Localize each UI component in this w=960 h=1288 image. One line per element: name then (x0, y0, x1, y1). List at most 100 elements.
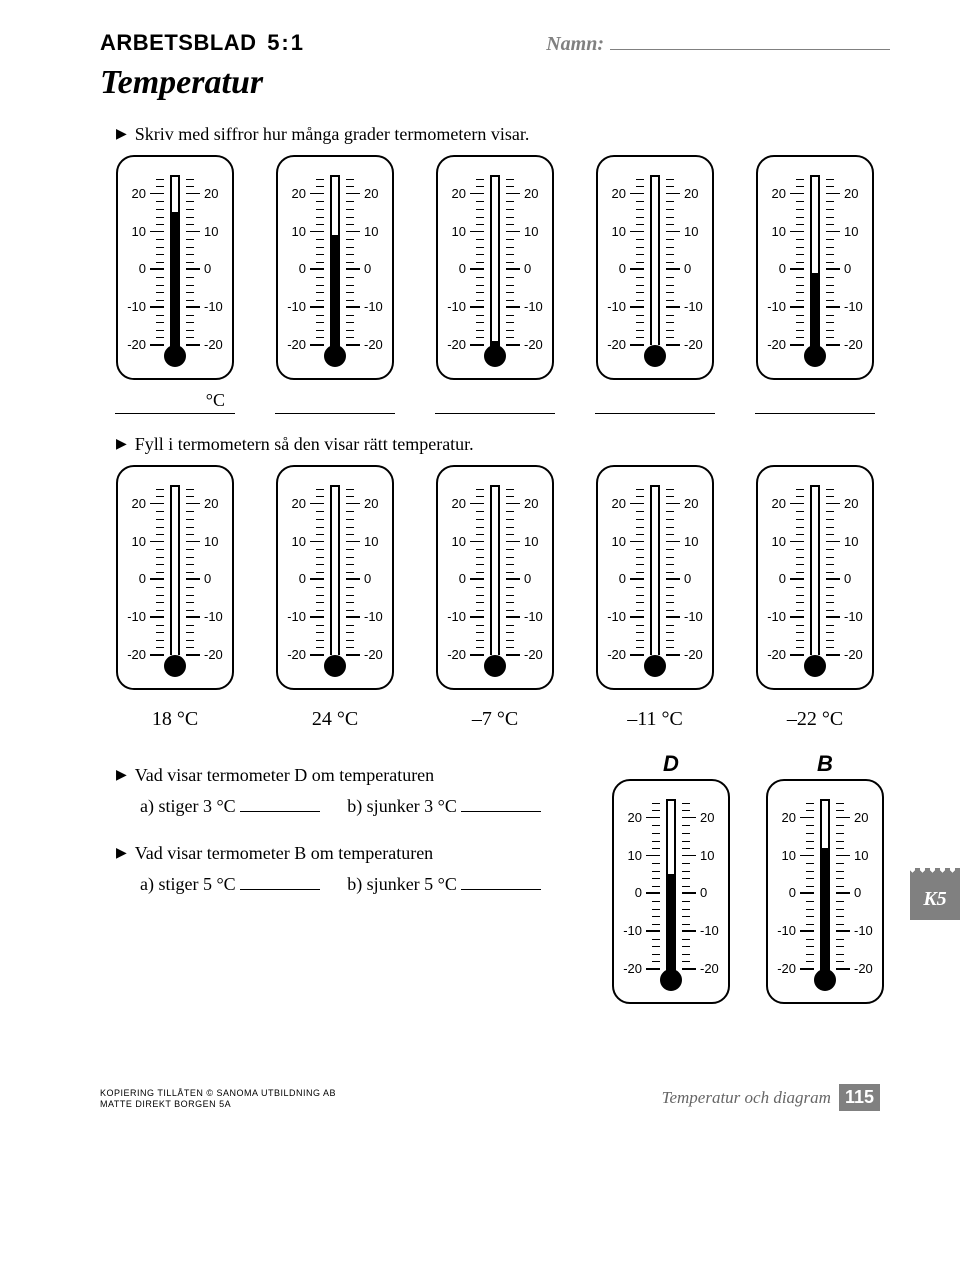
task3-q2-text: Vad visar termometer B om temperaturen (135, 843, 433, 863)
tick-label: 0 (844, 572, 870, 585)
thermometer-scale: 20100-10-20 (826, 485, 866, 655)
thermometer-mercury (810, 273, 820, 356)
name-label: Namn: (546, 33, 604, 55)
thermometer-cell: 20100-10-20 20100-10-20 (580, 465, 730, 690)
thermometer-scale: 20100-10-20 (826, 175, 866, 345)
tick-label: 20 (120, 497, 146, 510)
thermometer: 20100-10-2020100-10-20 (436, 155, 554, 380)
tick-label: -10 (760, 300, 786, 313)
answer-line[interactable]: °C (115, 390, 235, 414)
footer-topic: Temperatur och diagram (662, 1088, 831, 1108)
thermometer-scale: 20100-10-20 (186, 175, 226, 345)
thermometer-tube (490, 175, 500, 345)
footer-copyright: KOPIERING TILLÅTEN © SANOMA UTBILDNING A… (100, 1088, 336, 1111)
name-line[interactable] (610, 49, 890, 50)
tick-label: -10 (684, 300, 710, 313)
tick-label: -10 (844, 300, 870, 313)
tick-label: -10 (204, 610, 230, 623)
thermometer-column-label: B (817, 751, 833, 777)
tick-label: 0 (684, 572, 710, 585)
task1-prompt: ▶Skriv med siffror hur många grader term… (116, 124, 890, 145)
tick-label: 10 (524, 225, 550, 238)
thermometer-mercury (490, 341, 500, 356)
answer-line[interactable] (275, 390, 395, 414)
answer-blank[interactable] (461, 811, 541, 812)
tick-label: 10 (760, 225, 786, 238)
tab-label: K5 (923, 888, 946, 911)
thermometer-cell: B20100-10-2020100-10-20 (760, 751, 890, 1004)
thermometer-scale: 20100-10-20 (666, 175, 706, 345)
tick-label: -20 (770, 962, 796, 975)
tick-label: -20 (120, 648, 146, 661)
tick-label: 20 (844, 187, 870, 200)
thermometer: 20100-10-2020100-10-20 (756, 465, 874, 690)
thermometer-scale: 20100-10-20 (620, 799, 660, 969)
q2b: b) sjunker 5 °C (347, 874, 457, 894)
tick-label: -20 (440, 648, 466, 661)
tick-label: -20 (280, 648, 306, 661)
tick-label: 20 (524, 187, 550, 200)
tick-label: -20 (120, 338, 146, 351)
tick-label: -20 (760, 648, 786, 661)
tick-label: -20 (844, 338, 870, 351)
header: ARBETSBLAD 5:1 Namn: (100, 30, 890, 56)
tick-label: -10 (844, 610, 870, 623)
answer-blank[interactable] (240, 889, 320, 890)
tick-label: 0 (844, 262, 870, 275)
answer-line[interactable] (595, 390, 715, 414)
thermometer-cell: 20100-10-2020100-10-20 (420, 155, 570, 380)
tick-label: 10 (440, 225, 466, 238)
thermometer-tube (810, 485, 820, 655)
tick-label: 10 (280, 535, 306, 548)
answer-blank[interactable] (461, 889, 541, 890)
thermometer: 20100-10-2020100-10-20 (612, 779, 730, 1004)
tick-label: -10 (524, 610, 550, 623)
tick-label: 0 (760, 262, 786, 275)
tick-label: -10 (600, 610, 626, 623)
tick-label: 10 (524, 535, 550, 548)
thermometer: 20100-10-2020100-10-20 (766, 779, 884, 1004)
answer-line[interactable] (435, 390, 555, 414)
thermometer-scale: 20100-10-20 (186, 485, 226, 655)
tick-label: 20 (616, 811, 642, 824)
tick-label: 0 (600, 262, 626, 275)
worksheet-label-text: ARBETSBLAD (100, 30, 257, 55)
tick-label: -20 (600, 338, 626, 351)
tick-label: 20 (844, 497, 870, 510)
thermometer-scale: 20100-10-20 (666, 485, 706, 655)
page-number: 115 (839, 1084, 880, 1111)
tick-label: 0 (524, 262, 550, 275)
task2-label-row: 18 °C24 °C–7 °C–11 °C–22 °C (100, 700, 890, 731)
tick-label: 0 (120, 262, 146, 275)
thermometer-tube (650, 175, 660, 345)
tick-label: 10 (770, 849, 796, 862)
page-title: Temperatur (100, 64, 890, 102)
thermometer-scale: 20100-10-20 (124, 175, 164, 345)
thermometer-bulb (164, 655, 186, 677)
tick-label: 0 (700, 886, 726, 899)
temperature-label: 24 °C (312, 708, 358, 731)
tick-label: 20 (760, 187, 786, 200)
task3-section: ▶Vad visar termometer D om temperaturen … (100, 751, 890, 1004)
tick-label: 10 (616, 849, 642, 862)
answer-line[interactable] (755, 390, 875, 414)
tick-label: -20 (760, 338, 786, 351)
tick-label: -10 (616, 924, 642, 937)
tick-label: 0 (280, 262, 306, 275)
name-field: Namn: (546, 33, 890, 56)
tick-label: -20 (700, 962, 726, 975)
bullet-icon: ▶ (116, 846, 127, 861)
tick-label: 20 (280, 187, 306, 200)
thermometer-scale: 20100-10-20 (284, 485, 324, 655)
tick-label: 0 (204, 572, 230, 585)
tick-label: -20 (280, 338, 306, 351)
tick-label: 0 (524, 572, 550, 585)
tick-label: -10 (440, 300, 466, 313)
tick-label: 20 (120, 187, 146, 200)
thermometer: 20100-10-2020100-10-20 (436, 465, 554, 690)
thermometer-scale: 20100-10-20 (774, 799, 814, 969)
thermometer-scale: 20100-10-20 (604, 485, 644, 655)
tick-label: -20 (204, 648, 230, 661)
answer-blank[interactable] (240, 811, 320, 812)
thermometer-bulb (804, 655, 826, 677)
